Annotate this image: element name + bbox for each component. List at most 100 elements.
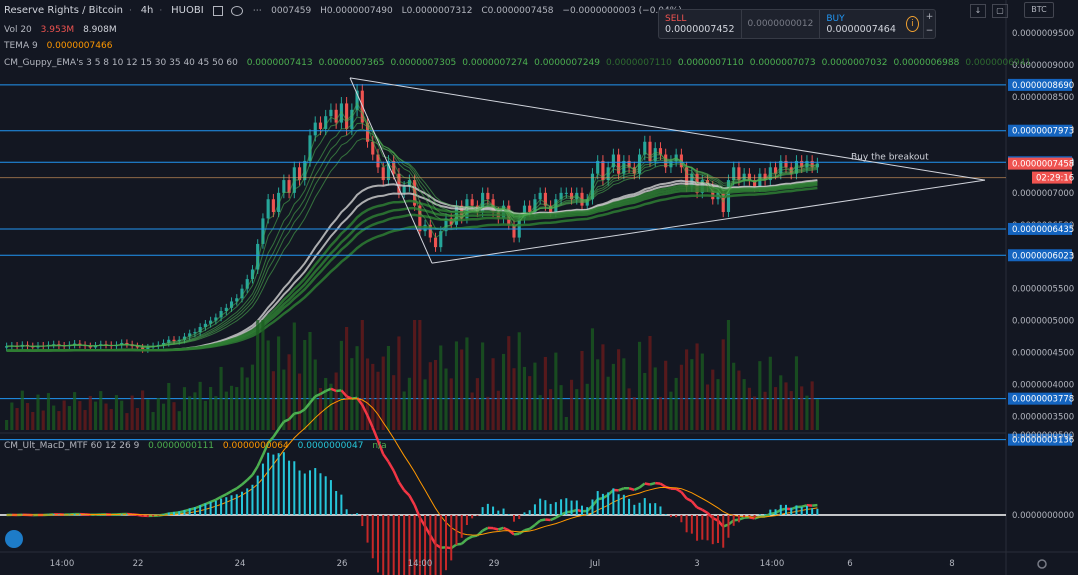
- macd-histogram-bar: [638, 502, 641, 515]
- guppy-value: 0.0000007305: [390, 58, 457, 68]
- macd-line-segment: [215, 495, 222, 501]
- plus-icon[interactable]: +: [925, 12, 934, 22]
- volume-bar: [271, 371, 275, 430]
- macd-histogram-bar: [251, 484, 254, 515]
- macd-signal-line: [6, 398, 818, 536]
- candle-body: [266, 199, 270, 219]
- candle-body: [685, 167, 689, 187]
- macd-histogram-bar: [267, 452, 270, 515]
- macd-histogram-bar: [805, 505, 808, 515]
- annotation-text: Buy the breakout: [851, 152, 929, 162]
- macd-line-segment: [225, 490, 233, 496]
- macd-histogram-bar: [120, 514, 123, 515]
- volume-bar: [329, 383, 333, 430]
- volume-legend[interactable]: Vol 20 3.953M 8.908M: [4, 25, 123, 35]
- volume-bar: [481, 342, 485, 430]
- candle-body: [402, 186, 406, 193]
- quantity-stepper[interactable]: + −: [922, 10, 935, 38]
- volume-bar: [156, 398, 160, 430]
- volume-bar: [245, 377, 249, 430]
- macd-line-segment: [319, 389, 327, 396]
- candle-body: [193, 332, 197, 334]
- volume-bar: [439, 345, 443, 430]
- volume-bar: [41, 410, 45, 430]
- arrow-down-icon[interactable]: ↓: [970, 4, 986, 18]
- volume-bar: [758, 361, 762, 430]
- tema-legend[interactable]: TEMA 9 0.0000007466: [4, 41, 118, 51]
- minus-icon[interactable]: −: [925, 26, 934, 36]
- volume-bar: [491, 358, 495, 430]
- candle-body: [198, 326, 202, 333]
- macd-histogram-bar: [272, 454, 275, 515]
- macd-histogram-bar: [769, 509, 772, 515]
- tema-value: 0.0000007466: [46, 41, 113, 51]
- macd-histogram-bar: [659, 506, 662, 515]
- volume-bar: [622, 358, 626, 430]
- volume-bar: [575, 389, 579, 430]
- candle-body: [481, 192, 485, 213]
- macd-line-segment: [628, 487, 635, 492]
- volume-bar: [732, 362, 736, 430]
- settings-gear-icon: [1037, 559, 1047, 569]
- macd-histogram-bar: [549, 503, 552, 515]
- guppy-value: 0.0000007274: [462, 58, 529, 68]
- level-price-badge: [1008, 78, 1072, 91]
- time-tick-label: 8: [949, 559, 954, 569]
- volume-bar: [648, 336, 652, 430]
- volume-bar: [93, 401, 98, 430]
- sell-button[interactable]: SELL 0.0000007452: [659, 10, 741, 38]
- buy-price: 0.0000007464: [826, 23, 896, 35]
- macd-line-segment: [230, 487, 238, 493]
- fullscreen-icon[interactable]: ▢: [992, 4, 1008, 18]
- visibility-eye-icon[interactable]: [231, 5, 244, 16]
- volume-bar: [360, 320, 364, 430]
- macd-histogram-bar: [309, 470, 311, 515]
- macd-histogram-bar: [371, 515, 374, 559]
- spread-text: 0.0000000012: [747, 19, 814, 29]
- macd-line-segment: [492, 526, 499, 531]
- volume-bar: [402, 391, 406, 430]
- price-tick-label: 0.0000005000: [1012, 317, 1074, 327]
- macd-histogram-bar: [450, 515, 453, 561]
- buy-button[interactable]: BUY 0.0000007464: [820, 10, 902, 38]
- candle-body: [214, 317, 218, 321]
- interval-label[interactable]: 4h: [140, 5, 154, 16]
- guppy-value: 0.0000006941: [965, 58, 1032, 68]
- change-value: −0.0000000003 (−0.04%): [562, 6, 682, 16]
- macd-histogram-bar: [340, 494, 343, 515]
- macd-histogram-bar: [225, 497, 228, 515]
- info-icon[interactable]: i: [905, 16, 919, 32]
- volume-bar: [501, 353, 506, 430]
- volume-bar: [643, 372, 647, 430]
- volume-bar: [130, 395, 134, 430]
- candle-body: [277, 192, 281, 213]
- volume-bar: [287, 354, 291, 430]
- macd-histogram-bar: [685, 515, 688, 533]
- macd-histogram-bar: [471, 515, 474, 519]
- compare-square-icon[interactable]: [212, 5, 223, 16]
- currency-badge[interactable]: BTC: [1024, 2, 1054, 18]
- volume-bar: [418, 320, 422, 430]
- guppy-legend[interactable]: CM_Guppy_EMA's 3 5 8 10 12 15 30 35 40 4…: [4, 58, 1043, 68]
- macd-histogram-bar: [424, 515, 427, 575]
- candle-body: [345, 103, 349, 129]
- more-dots-icon[interactable]: ⋯: [252, 6, 262, 16]
- triangle-upper-line: [349, 77, 986, 181]
- low-value: L0.0000007312: [401, 6, 473, 16]
- candle-body: [141, 347, 145, 350]
- macd-histogram-bar: [669, 515, 672, 518]
- volume-bar: [392, 375, 396, 430]
- volume-value-1: 3.953M: [40, 25, 75, 35]
- volume-value-2: 8.908M: [83, 25, 117, 35]
- symbol-title[interactable]: Reserve Rights / Bitcoin: [4, 5, 123, 16]
- macd-line-segment: [801, 504, 808, 508]
- macd-value-1: 0.0000000111: [148, 441, 215, 451]
- candle-body: [444, 218, 448, 232]
- volume-bar: [277, 336, 281, 430]
- macd-histogram-bar: [539, 498, 542, 515]
- candle-body: [690, 173, 694, 187]
- time-tick-label: 6: [847, 559, 852, 569]
- candle-body: [439, 231, 443, 248]
- macd-legend[interactable]: CM_Ult_MacD_MTF 60 12 26 9 0.0000000111 …: [4, 441, 393, 451]
